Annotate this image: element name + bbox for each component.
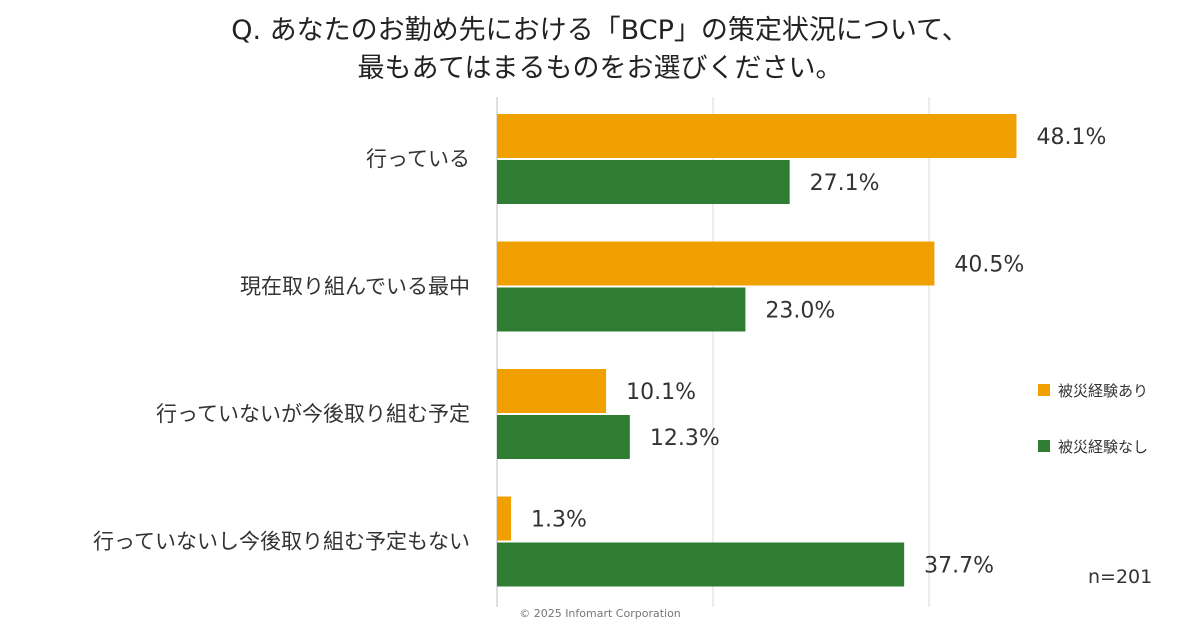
copyright-footer: © 2025 Infomart Corporation (519, 607, 681, 620)
bar (497, 287, 746, 332)
bar (497, 241, 935, 286)
data-label: 27.1% (810, 171, 880, 196)
chart-title: Q. あなたのお勤め先における「BCP」の策定状況について、 最もあてはまるもの… (0, 12, 1200, 88)
legend-label-without-disaster: 被災経験なし (1058, 437, 1149, 456)
legend-swatch-without-disaster (1038, 440, 1050, 452)
data-label: 12.3% (650, 426, 720, 451)
data-label: 40.5% (954, 253, 1024, 278)
data-label: 1.3% (531, 508, 587, 533)
category-label: 行っている (366, 147, 470, 171)
bar (497, 415, 630, 459)
bar (497, 542, 905, 587)
legend-item-without-disaster: 被災経験なし (1038, 436, 1148, 456)
bar (497, 369, 607, 413)
legend-item-with-disaster: 被災経験あり (1038, 380, 1148, 400)
chart-title-line2: 最もあてはまるものをお選びください。 (357, 53, 843, 84)
legend-label-with-disaster: 被災経験あり (1058, 381, 1149, 400)
category-label: 行っていないが今後取り組む予定 (156, 402, 470, 426)
data-label: 37.7% (924, 554, 994, 579)
chart-legend: 被災経験あり 被災経験なし (1038, 380, 1148, 492)
legend-swatch-with-disaster (1038, 384, 1050, 396)
bar (497, 496, 512, 541)
sample-size-label: n=201 (1088, 566, 1153, 588)
data-label: 23.0% (765, 299, 835, 324)
bar (497, 114, 1017, 158)
data-label: 10.1% (626, 380, 696, 405)
bar (497, 160, 790, 204)
category-label: 行っていないし今後取り組む予定もない (93, 530, 470, 554)
category-label: 現在取り組んでいる最中 (240, 275, 470, 299)
data-label: 48.1% (1036, 125, 1106, 150)
chart-title-line1: Q. あなたのお勤め先における「BCP」の策定状況について、 (231, 15, 969, 46)
